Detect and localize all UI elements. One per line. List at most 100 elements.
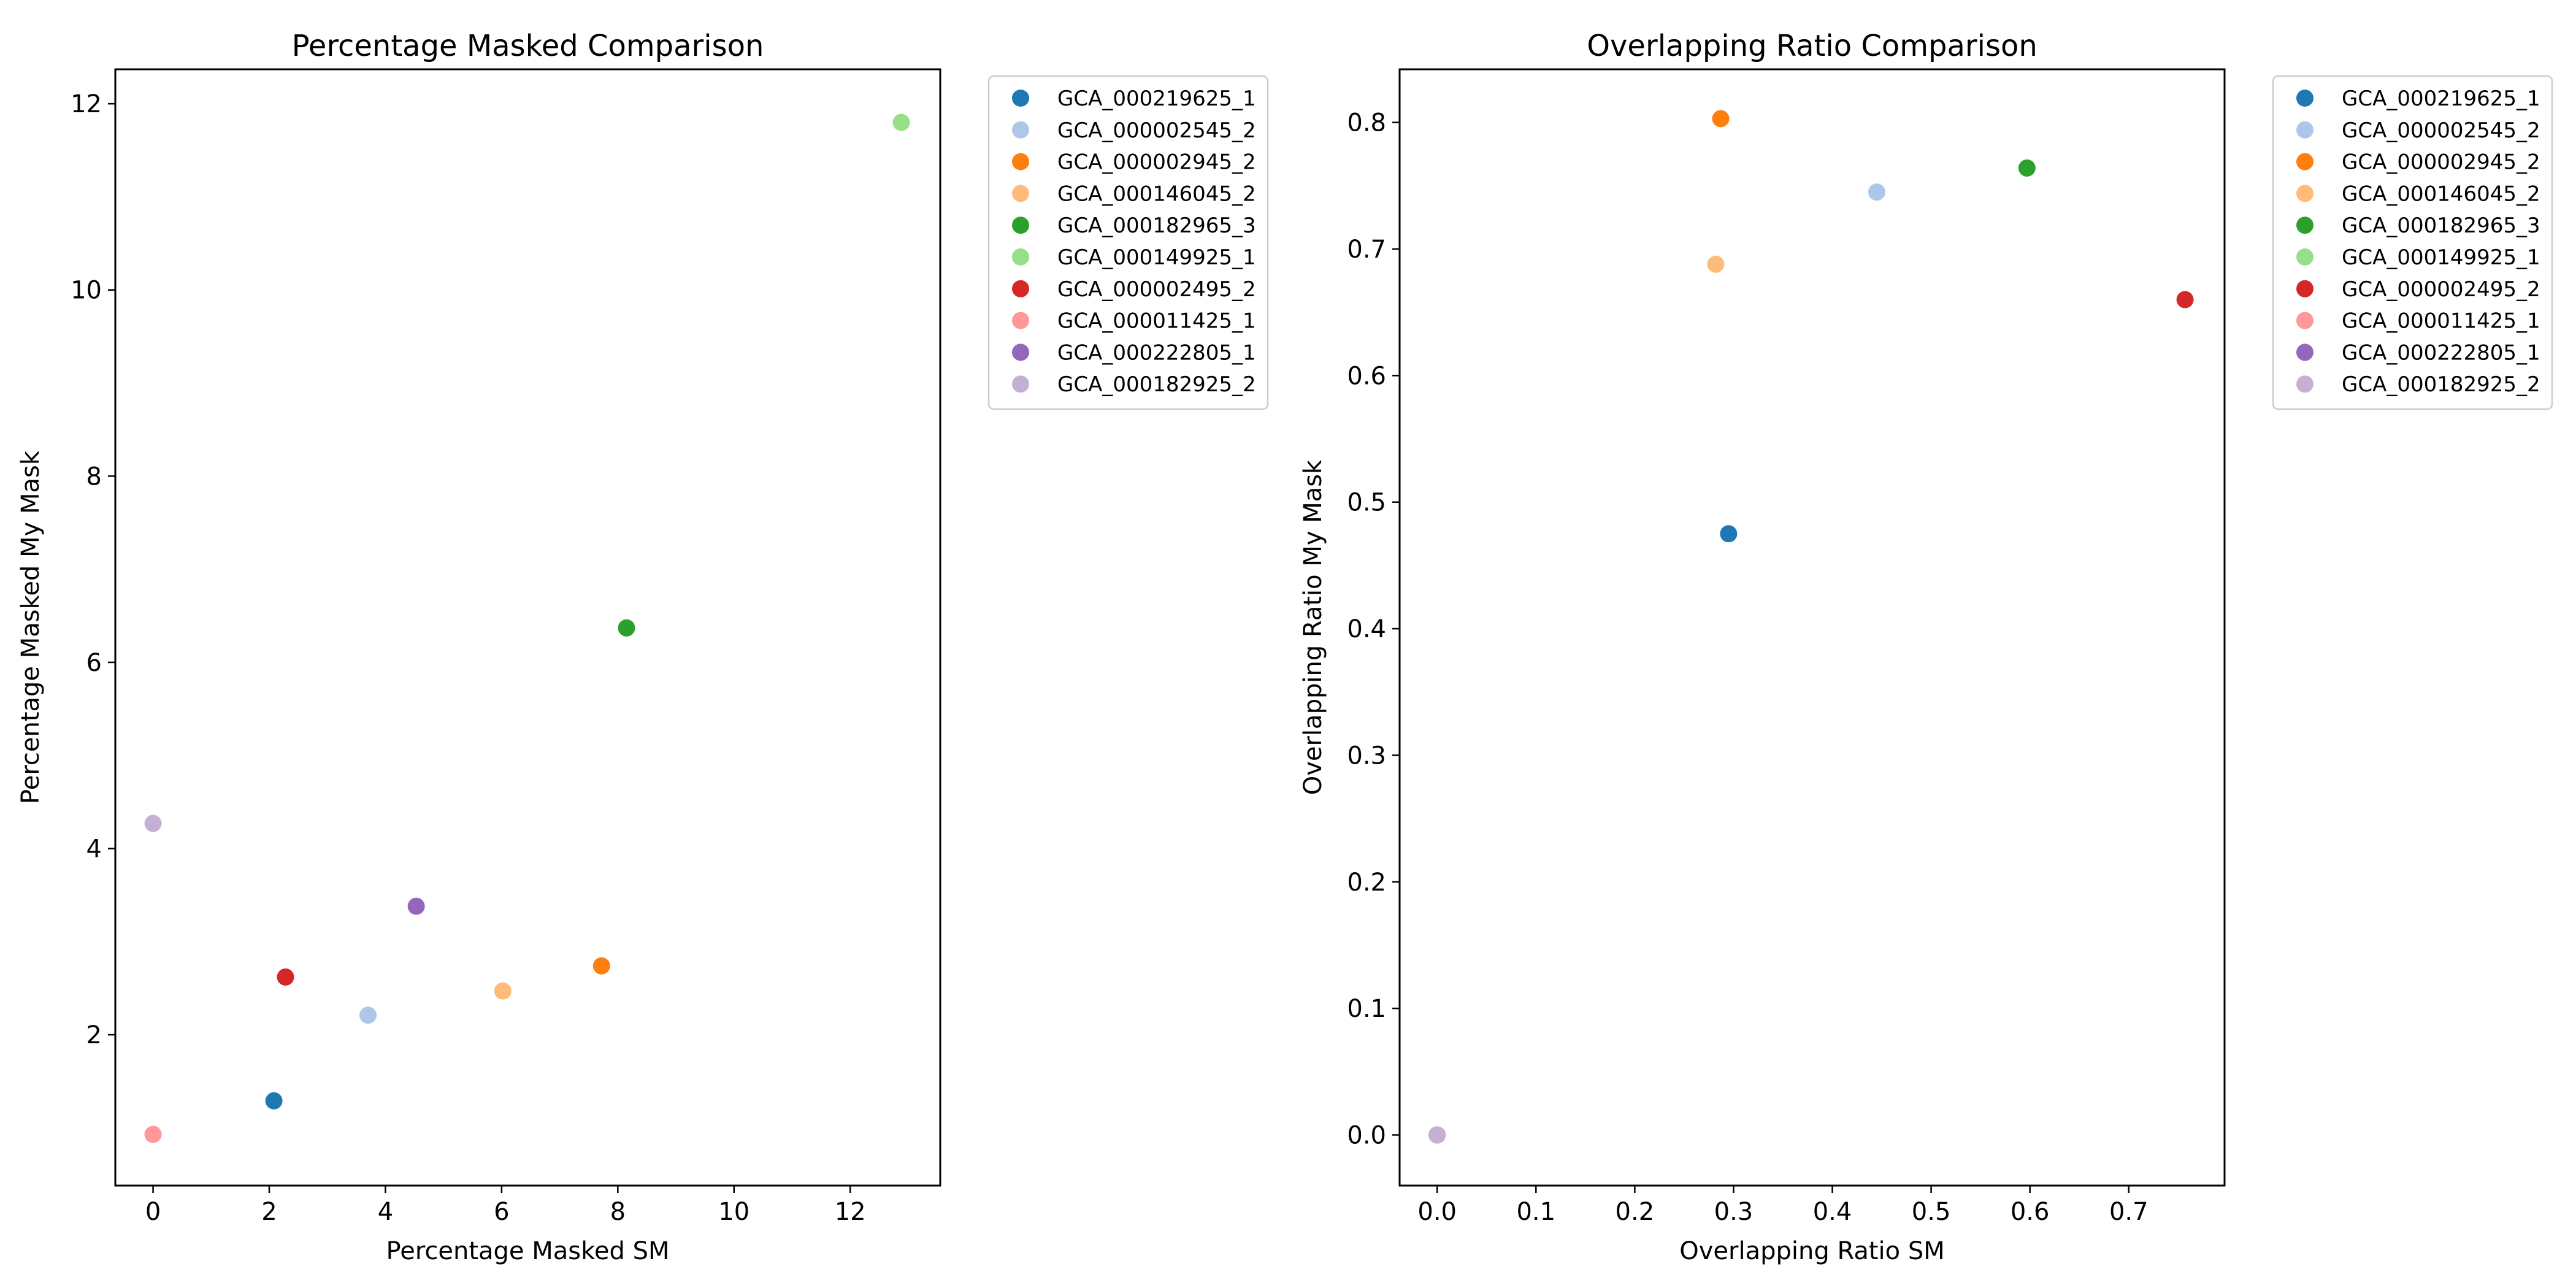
legend-marker-gca-000182925-2 [1012,375,1029,393]
legend-label: GCA_000222805_1 [2342,340,2540,365]
data-point-gca-000219625-1 [265,1092,283,1110]
legend-label: GCA_000222805_1 [1057,340,1256,365]
x-tick-label: 0 [145,1198,161,1226]
y-tick-label: 0.1 [1347,995,1386,1023]
chart-title: Overlapping Ratio Comparison [1587,29,2037,63]
x-tick-label: 0.4 [1813,1198,1852,1226]
legend-marker-gca-000182925-2 [2296,375,2313,393]
legend-marker-gca-000002545-2 [1012,121,1029,139]
legend-marker-gca-000219625-1 [1012,90,1029,107]
y-axis-label: Percentage Masked My Mask [17,450,45,804]
legend-label: GCA_000146045_2 [1057,182,1256,206]
data-point-gca-000002545-2 [1868,183,1886,201]
legend-label: GCA_000182965_3 [2342,213,2540,238]
y-tick-label: 0.5 [1347,489,1386,517]
scatter-points [144,113,910,1143]
x-tick-label: 0.0 [1417,1198,1457,1226]
legend-label: GCA_000002545_2 [1057,118,1256,143]
legend-marker-gca-000011425-1 [1012,312,1029,329]
data-point-gca-000002945-2 [592,957,610,975]
x-axis-label: Overlapping Ratio SM [1679,1237,1945,1265]
legend-marker-gca-000002945-2 [1012,153,1029,171]
legend-marker-gca-000149925-1 [2296,248,2313,266]
chart-1: Percentage Masked Comparison 0 2 4 6 8 10 12 2 4 6… [17,29,1269,1265]
chart-2: Overlapping Ratio Comparison 0.0 0.1 0.2 0.3… [1299,29,2553,1265]
data-point-gca-000002495-2 [277,968,294,986]
y-tick-label: 0.6 [1347,362,1386,390]
x-axis-label: Percentage Masked SM [386,1237,670,1265]
x-tick-label: 4 [378,1198,393,1226]
x-tick-label: 2 [261,1198,277,1226]
legend-marker-gca-000149925-1 [1012,248,1029,266]
legend-label: GCA_000182965_3 [1057,213,1256,238]
x-tick-label: 0.2 [1616,1198,1655,1226]
legend: GCA_000219625_1 GCA_000002545_2 GCA_000002… [987,75,1269,410]
legend-label: GCA_000011425_1 [1057,309,1256,334]
x-tick-label: 6 [494,1198,509,1226]
legend-label: GCA_000011425_1 [2342,309,2540,334]
data-point-gca-000002545-2 [359,1006,377,1024]
legend-label: GCA_000146045_2 [2342,182,2540,206]
data-point-gca-000182925-2 [144,815,162,832]
legend-label: GCA_000182925_2 [2342,372,2540,397]
data-point-gca-000149925-1 [892,113,910,131]
legend-box [987,75,1269,410]
legend-box [2272,75,2553,410]
legend-label: GCA_000149925_1 [1057,245,1256,270]
legend-marker-gca-000182965-3 [2296,217,2313,234]
x-tick-label: 0.5 [1912,1198,1951,1226]
data-point-gca-000182965-3 [618,619,635,637]
plot-frame [1398,68,2226,1187]
y-tick-label: 4 [86,835,102,864]
data-point-gca-000219625-1 [1720,525,1738,543]
legend-marker-gca-000002545-2 [2296,121,2313,139]
legend-label: GCA_000219625_1 [1057,86,1256,111]
legend-label: GCA_000182925_2 [1057,372,1256,397]
scatter-points [1428,110,2194,1144]
legend-label: GCA_000002945_2 [1057,150,1256,175]
y-tick-label: 0.7 [1347,236,1386,264]
y-tick-label: 0.3 [1347,742,1386,770]
x-tick-label: 10 [718,1198,749,1226]
x-tick-label: 0.3 [1714,1198,1754,1226]
legend-marker-gca-000222805-1 [2296,343,2313,361]
legend-marker-gca-000182965-3 [1012,217,1029,234]
y-tick-label: 2 [86,1021,102,1049]
legend-label: GCA_000149925_1 [2342,245,2540,270]
legend-marker-gca-000002495-2 [2296,280,2313,297]
x-tick-label: 0.7 [2109,1198,2149,1226]
legend-label: GCA_000002945_2 [2342,150,2540,175]
legend-marker-gca-000219625-1 [2296,90,2313,107]
y-tick-label: 8 [86,462,102,491]
legend-label: GCA_000002495_2 [2342,277,2540,302]
x-tick-label: 8 [610,1198,626,1226]
plot-frame [114,68,941,1187]
legend-marker-gca-000011425-1 [2296,312,2313,329]
data-point-gca-000146045-2 [1707,255,1725,273]
x-tick-label: 0.6 [2011,1198,2050,1226]
legend-label: GCA_000002495_2 [1057,277,1256,302]
data-point-gca-000182925-2 [1428,1126,1446,1144]
y-tick-label: 6 [86,649,102,677]
y-tick-label: 10 [71,277,102,305]
data-point-gca-000002945-2 [1712,110,1730,128]
y-tick-label: 0.8 [1347,109,1386,137]
x-tick-label: 12 [835,1198,866,1226]
legend-marker-gca-000002495-2 [1012,280,1029,297]
legend-label: GCA_000002545_2 [2342,118,2540,143]
chart-title: Percentage Masked Comparison [292,29,764,63]
legend: GCA_000219625_1 GCA_000002545_2 GCA_000002… [2272,75,2553,410]
y-tick-label: 0.2 [1347,868,1386,897]
legend-marker-gca-000146045-2 [1012,185,1029,202]
y-tick-label: 12 [71,90,102,118]
x-tick-label: 0.1 [1516,1198,1555,1226]
legend-marker-gca-000146045-2 [2296,185,2313,202]
legend-marker-gca-000222805-1 [1012,343,1029,361]
data-point-gca-000002495-2 [2176,291,2194,309]
data-point-gca-000222805-1 [407,897,425,915]
legend-label: GCA_000219625_1 [2342,86,2540,111]
data-point-gca-000011425-1 [144,1125,162,1143]
data-point-gca-000182965-3 [2018,159,2036,177]
